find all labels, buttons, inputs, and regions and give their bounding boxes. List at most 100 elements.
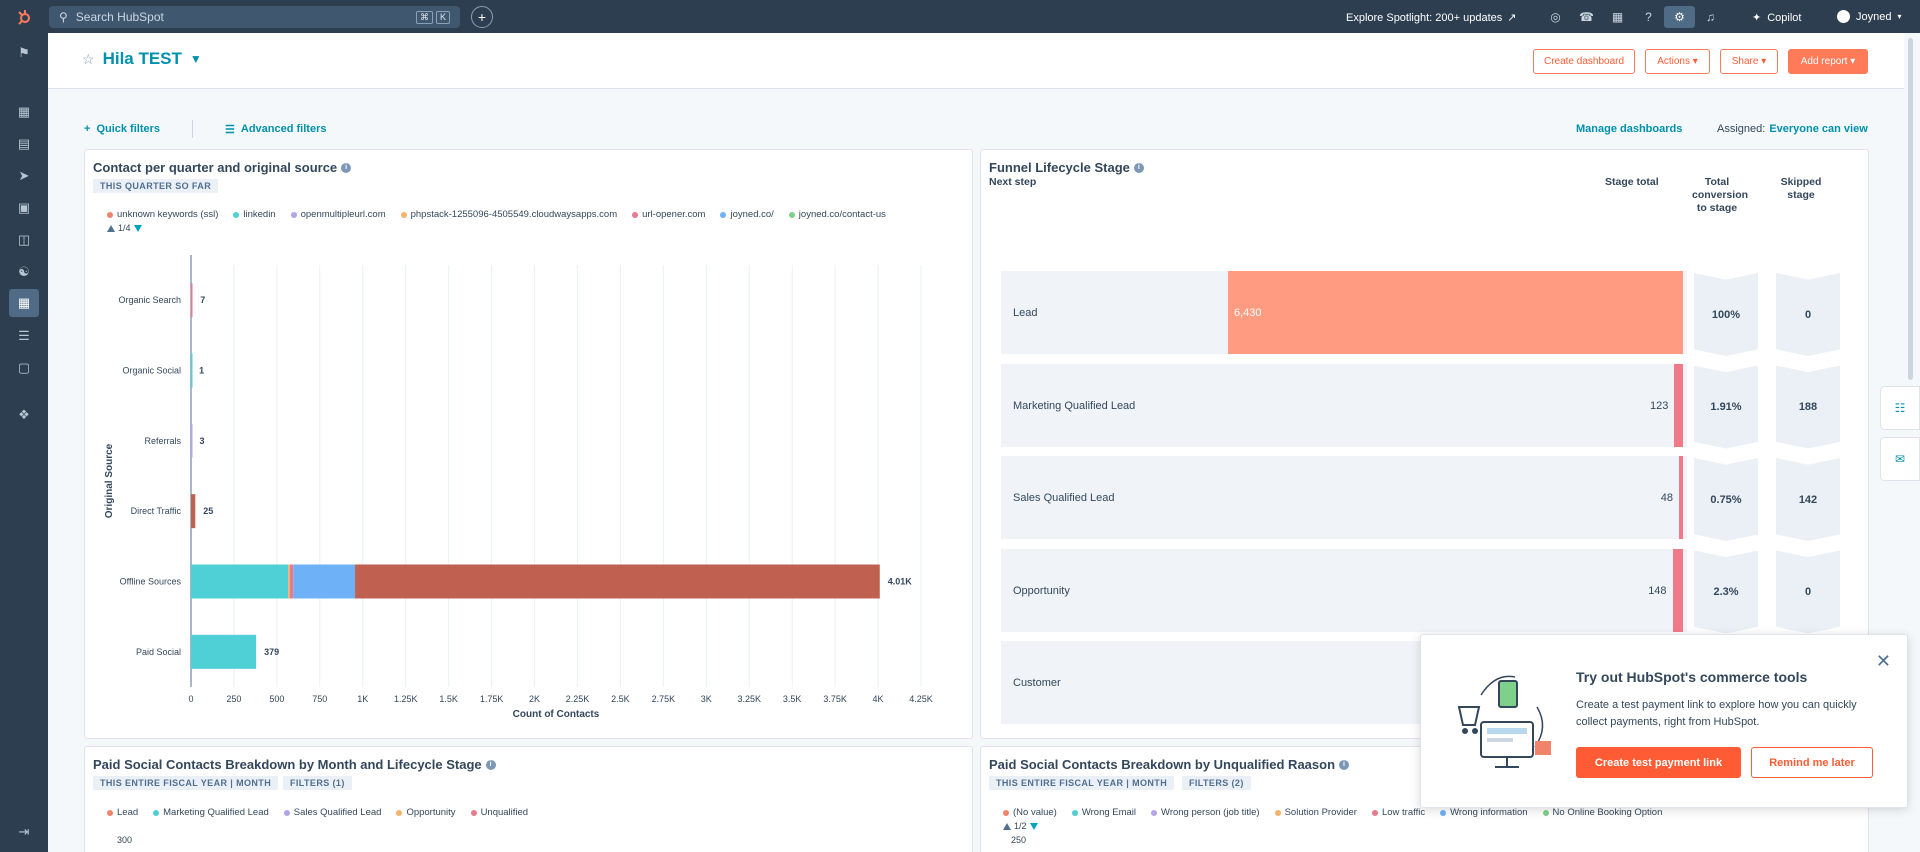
funnel-row[interactable]: Sales Qualified Lead 48 bbox=[1001, 456, 1687, 539]
quick-filters-label: Quick filters bbox=[96, 123, 161, 135]
legend-item[interactable]: No Online Booking Option bbox=[1542, 807, 1662, 818]
popup-body: Create a test payment link to explore ho… bbox=[1576, 699, 1857, 728]
global-search-input[interactable]: ⚲ Search HubSpot ⌘ K bbox=[49, 6, 460, 28]
info-icon[interactable]: i bbox=[485, 759, 496, 770]
assigned-value-link[interactable]: Everyone can view bbox=[1769, 123, 1868, 135]
create-new-button[interactable]: + bbox=[471, 6, 493, 28]
filters-tag[interactable]: FILTERS (1) bbox=[283, 776, 352, 790]
manage-dashboards-link[interactable]: Manage dashboards bbox=[1576, 123, 1683, 135]
store-icon[interactable]: ▦ bbox=[1611, 10, 1624, 24]
legend-item[interactable]: Wrong information bbox=[1440, 807, 1528, 818]
chat-bubble-icon[interactable]: ✉ bbox=[1880, 437, 1920, 481]
service-icon[interactable]: ☯ bbox=[18, 264, 30, 279]
legend-item[interactable]: Low traffic bbox=[1371, 807, 1425, 818]
bookmarks-icon[interactable]: ⚑ bbox=[18, 45, 30, 60]
data-management-icon[interactable]: ☰ bbox=[18, 328, 30, 343]
legend-item[interactable]: Wrong person (job title) bbox=[1151, 807, 1260, 818]
info-icon[interactable]: i bbox=[1339, 759, 1350, 770]
legend-dot bbox=[107, 211, 113, 218]
funnel-row[interactable]: Lead 6,430 bbox=[1001, 271, 1687, 354]
bar-chart: 0 250 500 750 1K 1.25K 1.5K 1.75K 2K 2.25K 2.5K 2.7… bbox=[104, 255, 933, 720]
legend-label: unknown keywords (ssl) bbox=[117, 209, 219, 220]
info-icon[interactable]: i bbox=[341, 162, 352, 173]
calling-icon[interactable]: ☎ bbox=[1579, 10, 1594, 24]
breeze-icon[interactable]: ❖ bbox=[18, 407, 30, 422]
filters-tag[interactable]: FILTERS (2) bbox=[1182, 776, 1251, 790]
legend-item[interactable]: unknown keywords (ssl) bbox=[107, 209, 218, 220]
sparkle-icon: ✦ bbox=[1752, 12, 1762, 24]
caret-down-icon: ▾ bbox=[1850, 56, 1856, 67]
content-icon[interactable]: ▣ bbox=[17, 200, 31, 215]
report-title[interactable]: Paid Social Contacts Breakdown by Unqual… bbox=[989, 757, 1350, 772]
create-test-payment-link-button[interactable]: Create test payment link bbox=[1576, 747, 1741, 778]
workspaces-icon[interactable]: ▦ bbox=[17, 104, 31, 119]
legend-item[interactable]: Wrong Email bbox=[1071, 807, 1136, 818]
legend-item[interactable]: Unqualified bbox=[470, 807, 529, 818]
info-icon[interactable]: i bbox=[1133, 162, 1144, 173]
funnel-row[interactable]: Marketing Qualified Lead 123 bbox=[1001, 363, 1687, 447]
notifications-bell-icon[interactable]: ♫ bbox=[1706, 10, 1715, 24]
legend-dot bbox=[1071, 809, 1078, 816]
funnel-row[interactable]: Opportunity 148 bbox=[1001, 548, 1687, 632]
y-axis-label: Original Source bbox=[104, 443, 115, 518]
legend-item[interactable]: Solution Provider bbox=[1274, 807, 1357, 818]
quick-filters-button[interactable]: + Quick filters bbox=[84, 123, 160, 135]
legend-item[interactable]: Sales Qualified Lead bbox=[283, 807, 381, 818]
legend-item[interactable]: joyned.co/ bbox=[720, 209, 774, 220]
x-tick-label: 500 bbox=[269, 694, 284, 704]
report-title[interactable]: Contact per quarter and original source i bbox=[93, 160, 352, 175]
marketing-icon[interactable]: ➤ bbox=[18, 168, 30, 183]
account-menu[interactable]: Joyned ▾ bbox=[1837, 10, 1902, 23]
share-button[interactable]: Share ▾ bbox=[1720, 49, 1778, 74]
help-icon[interactable]: ? bbox=[1645, 10, 1652, 24]
page-scrollbar[interactable] bbox=[1908, 38, 1913, 380]
bar-total-label: 4.01K bbox=[888, 577, 913, 587]
conversion-pill: 2.3% bbox=[1694, 550, 1758, 634]
legend-item[interactable]: Opportunity bbox=[396, 807, 456, 818]
add-report-button[interactable]: Add report ▾ bbox=[1788, 49, 1868, 74]
settings-gear-icon[interactable]: ⚙ bbox=[1664, 6, 1695, 28]
legend-item[interactable]: openmultipleurl.com bbox=[290, 209, 386, 220]
favorite-star-icon[interactable]: ☆ bbox=[82, 50, 95, 67]
legend-item[interactable]: Marketing Qualified Lead bbox=[153, 807, 269, 818]
library-icon[interactable]: ▢ bbox=[17, 360, 31, 375]
close-icon[interactable]: ✕ bbox=[1875, 651, 1891, 671]
legend-item[interactable]: phpstack-1255096-4505549.cloudwaysapps.c… bbox=[400, 209, 617, 220]
expand-sidebar-icon[interactable]: ⇥ bbox=[18, 824, 30, 839]
actions-button[interactable]: Actions ▾ bbox=[1645, 49, 1710, 74]
marketplace-icon[interactable]: ◎ bbox=[1550, 10, 1561, 24]
legend-prev-icon[interactable] bbox=[107, 224, 115, 232]
commerce-icon[interactable]: ◫ bbox=[17, 232, 31, 247]
legend-item[interactable]: Lead bbox=[107, 807, 138, 818]
legend-item[interactable]: url-opener.com bbox=[632, 209, 705, 220]
legend-dot bbox=[400, 211, 407, 218]
legend-item[interactable]: linkedin bbox=[233, 209, 276, 220]
keyboard-shortcuts-icon[interactable]: ☷ bbox=[1880, 386, 1920, 430]
legend-prev-icon[interactable] bbox=[1003, 822, 1011, 830]
funnel-bar bbox=[1679, 456, 1683, 539]
legend-dot bbox=[396, 809, 403, 816]
funnel-bar bbox=[1674, 363, 1683, 447]
advanced-filters-button[interactable]: ☰ Advanced filters bbox=[225, 123, 326, 136]
dashboard-title[interactable]: Hila TEST bbox=[102, 49, 182, 68]
dashboard-switcher-chevron-icon[interactable]: ▼ bbox=[189, 52, 202, 66]
legend-label: Unqualified bbox=[480, 807, 529, 818]
copilot-button[interactable]: ✦ Copilot bbox=[1752, 11, 1801, 25]
legend-next-icon[interactable] bbox=[1029, 822, 1038, 830]
funnel-stage-total: 6,430 bbox=[1234, 307, 1262, 319]
date-range-tag: THIS ENTIRE FISCAL YEAR | MONTH bbox=[93, 776, 279, 790]
reporting-icon[interactable]: ▦ bbox=[9, 289, 39, 317]
legend-item[interactable]: (No value) bbox=[1003, 807, 1057, 818]
legend-next-icon[interactable] bbox=[133, 224, 142, 232]
create-dashboard-button[interactable]: Create dashboard bbox=[1533, 49, 1635, 74]
report-title-text: Paid Social Contacts Breakdown by Month … bbox=[93, 757, 482, 772]
legend-item[interactable]: joyned.co/contact-us bbox=[788, 209, 886, 220]
hubspot-logo-icon[interactable] bbox=[0, 0, 48, 33]
explore-spotlight-link[interactable]: Explore Spotlight: 200+ updates ↗ bbox=[1346, 11, 1516, 25]
remind-me-later-button[interactable]: Remind me later bbox=[1751, 747, 1873, 778]
report-title[interactable]: Funnel Lifecycle Stage i bbox=[989, 160, 1144, 175]
report-title[interactable]: Paid Social Contacts Breakdown by Month … bbox=[93, 757, 496, 772]
x-tick-label: 2K bbox=[529, 694, 540, 704]
crm-icon[interactable]: ▤ bbox=[17, 136, 31, 151]
funnel-stage-label: Lead bbox=[1013, 307, 1038, 319]
